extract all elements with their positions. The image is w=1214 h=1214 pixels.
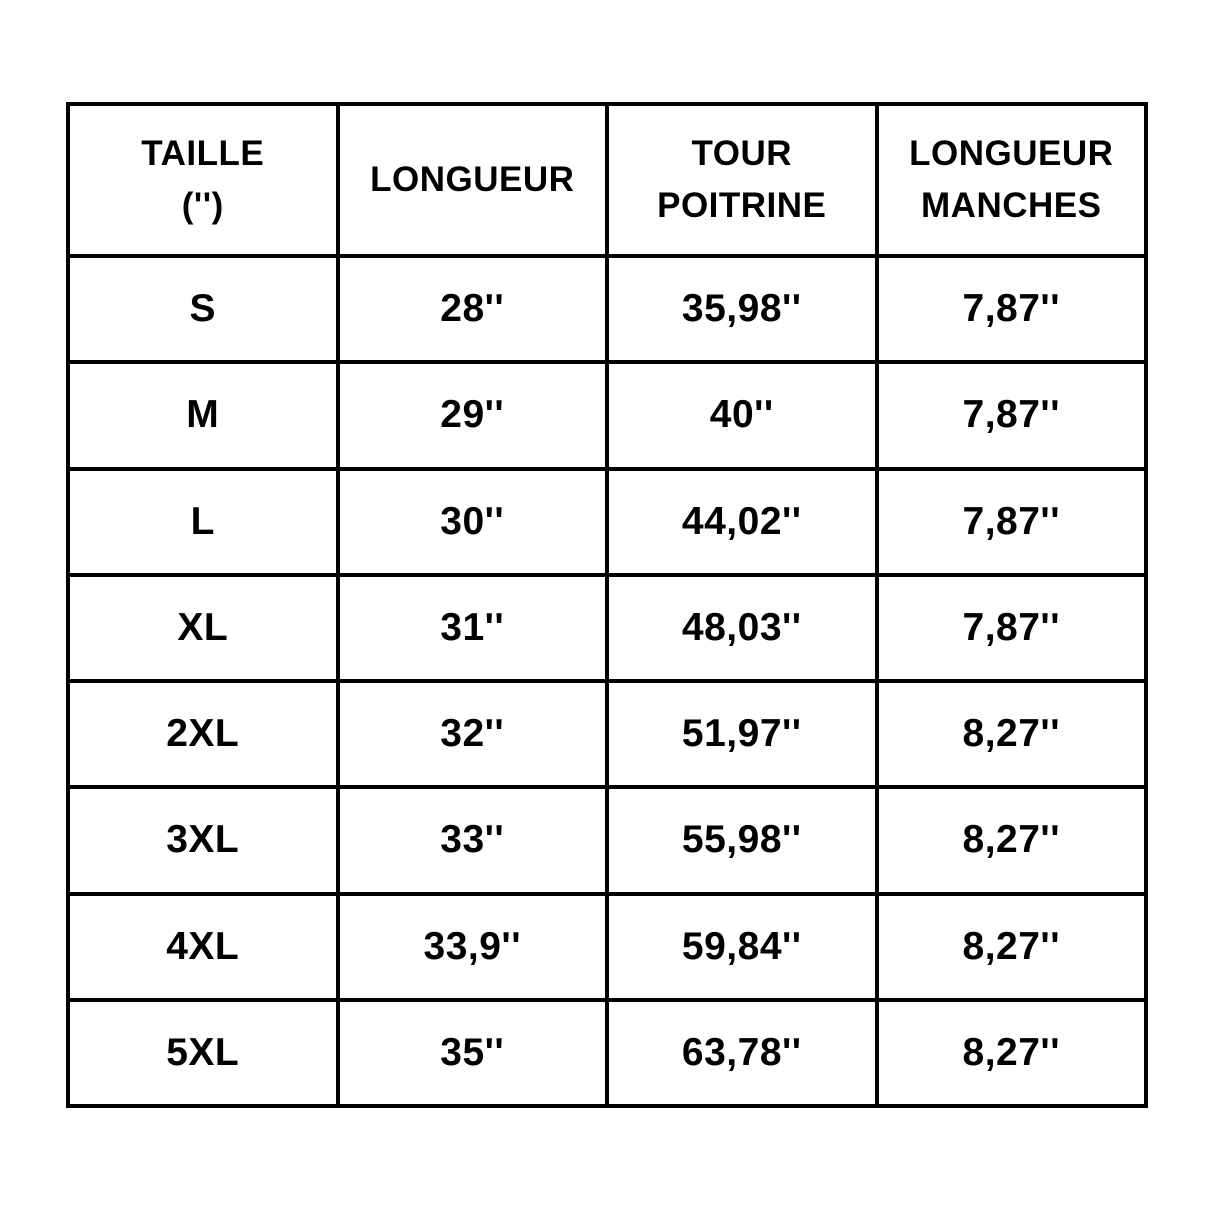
header-row: TAILLE ('') LONGUEUR TOUR POITRINE LONGU… <box>66 102 1148 258</box>
cell-longueur: 32'' <box>335 678 609 790</box>
cell-taille: S <box>66 253 340 365</box>
table-row: XL 31'' 48,03'' 7,87'' <box>66 572 1148 684</box>
cell-tour-poitrine: 40'' <box>605 360 879 471</box>
cell-longueur: 30'' <box>335 466 609 577</box>
cell-longueur: 31'' <box>335 572 609 684</box>
cell-tour-poitrine: 63,78'' <box>605 997 879 1109</box>
size-chart-header: TAILLE ('') LONGUEUR TOUR POITRINE LONGU… <box>66 102 1148 258</box>
cell-taille: M <box>66 360 340 471</box>
size-chart-body: S 28'' 35,98'' 7,87'' M 29'' 40'' 7,87''… <box>66 253 1148 1109</box>
cell-tour-poitrine: 35,98'' <box>605 253 879 365</box>
cell-taille: XL <box>66 572 340 684</box>
cell-taille: 2XL <box>66 678 340 790</box>
cell-taille: 4XL <box>66 891 340 1002</box>
cell-taille: 5XL <box>66 997 340 1109</box>
header-cell-longueur: LONGUEUR <box>335 102 609 258</box>
table-row: 2XL 32'' 51,97'' 8,27'' <box>66 678 1148 790</box>
cell-longueur-manches: 7,87'' <box>874 466 1148 577</box>
table-row: L 30'' 44,02'' 7,87'' <box>66 466 1148 577</box>
cell-longueur-manches: 8,27'' <box>874 997 1148 1109</box>
cell-longueur-manches: 7,87'' <box>874 253 1148 365</box>
header-cell-tour-poitrine: TOUR POITRINE <box>605 102 879 258</box>
size-chart-table: TAILLE ('') LONGUEUR TOUR POITRINE LONGU… <box>66 102 1148 1109</box>
cell-longueur: 33,9'' <box>335 891 609 1002</box>
cell-tour-poitrine: 55,98'' <box>605 785 879 896</box>
cell-longueur-manches: 8,27'' <box>874 891 1148 1002</box>
table-row: 5XL 35'' 63,78'' 8,27'' <box>66 997 1148 1109</box>
cell-longueur-manches: 8,27'' <box>874 785 1148 896</box>
table-row: 4XL 33,9'' 59,84'' 8,27'' <box>66 891 1148 1002</box>
table-row: 3XL 33'' 55,98'' 8,27'' <box>66 785 1148 896</box>
cell-longueur-manches: 7,87'' <box>874 360 1148 471</box>
cell-longueur-manches: 7,87'' <box>874 572 1148 684</box>
cell-tour-poitrine: 59,84'' <box>605 891 879 1002</box>
cell-longueur: 33'' <box>335 785 609 896</box>
header-cell-taille: TAILLE ('') <box>66 102 340 258</box>
cell-longueur: 35'' <box>335 997 609 1109</box>
cell-tour-poitrine: 44,02'' <box>605 466 879 577</box>
table-row: S 28'' 35,98'' 7,87'' <box>66 253 1148 365</box>
header-cell-longueur-manches: LONGUEUR MANCHES <box>874 102 1148 258</box>
cell-tour-poitrine: 48,03'' <box>605 572 879 684</box>
cell-longueur: 28'' <box>335 253 609 365</box>
cell-taille: 3XL <box>66 785 340 896</box>
table-row: M 29'' 40'' 7,87'' <box>66 360 1148 471</box>
cell-longueur-manches: 8,27'' <box>874 678 1148 790</box>
cell-longueur: 29'' <box>335 360 609 471</box>
cell-taille: L <box>66 466 340 577</box>
cell-tour-poitrine: 51,97'' <box>605 678 879 790</box>
